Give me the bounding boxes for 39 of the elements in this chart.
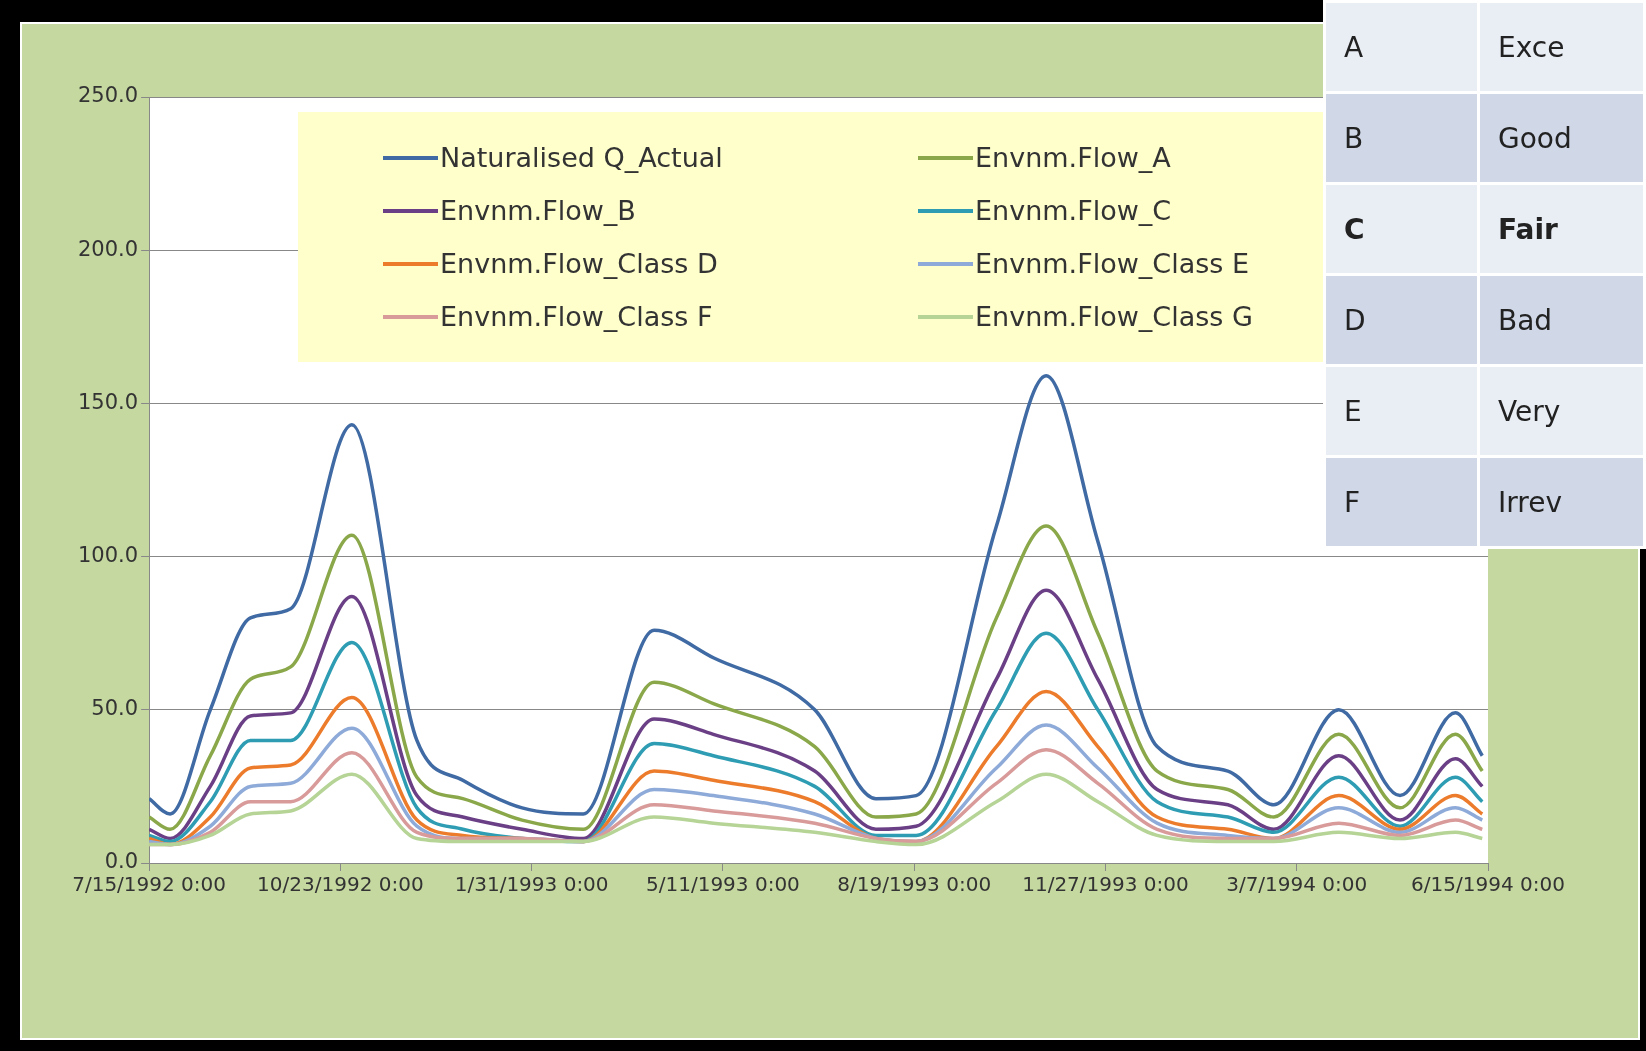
x-tick-label: 7/15/1992 0:00 <box>72 872 227 897</box>
text: Fair <box>1498 212 1558 246</box>
x-tick-label: 1/31/1993 0:00 <box>454 872 609 897</box>
y-tick-label: 100.0 <box>77 543 139 568</box>
legend-label: Naturalised Q_Actual <box>440 142 723 173</box>
text: Very <box>1498 394 1561 428</box>
text: Exce <box>1498 30 1565 64</box>
legend-label: Envnm.Flow_C <box>975 195 1172 226</box>
line-series <box>149 588 1485 841</box>
legend-label: Envnm.Flow_B <box>440 195 636 226</box>
line-series <box>149 374 1485 816</box>
x-tick-label: 11/27/1993 0:00 <box>1022 872 1189 897</box>
legend-label: Envnm.Flow_Class E <box>975 248 1249 279</box>
line-series <box>149 631 1485 844</box>
line-series <box>149 524 1485 832</box>
annotation: B <box>1324 92 1479 184</box>
x-tick-label: 10/23/1992 0:00 <box>257 872 424 897</box>
y-tick-label: 150.0 <box>77 389 139 414</box>
annotation: E <box>1324 365 1479 457</box>
legend-label: Envnm.Flow_Class D <box>440 248 718 279</box>
y-tick-label: 0.0 <box>104 849 139 874</box>
x-tick-label: 3/7/1994 0:00 <box>1226 872 1368 897</box>
x-tick-label: 8/19/1993 0:00 <box>837 872 992 897</box>
text: A <box>1344 30 1364 64</box>
annotation: C <box>1324 183 1479 275</box>
y-tick-label: 250.0 <box>77 83 139 108</box>
legend-label: Envnm.Flow_Class F <box>440 301 713 332</box>
text: Bad <box>1498 303 1553 337</box>
text: Irrev <box>1498 485 1562 519</box>
text: Good <box>1498 121 1572 155</box>
line-series <box>149 772 1485 847</box>
legend-label: Envnm.Flow_Class G <box>975 301 1253 332</box>
annotation: F <box>1324 456 1479 548</box>
y-tick-label: 200.0 <box>77 236 139 261</box>
annotation: D <box>1324 274 1479 366</box>
x-tick-label: 5/11/1993 0:00 <box>646 872 800 897</box>
y-tick-label: 50.0 <box>91 696 139 721</box>
legend-label: Envnm.Flow_A <box>975 142 1171 173</box>
x-tick-label: 6/15/1994 0:00 <box>1411 872 1565 897</box>
